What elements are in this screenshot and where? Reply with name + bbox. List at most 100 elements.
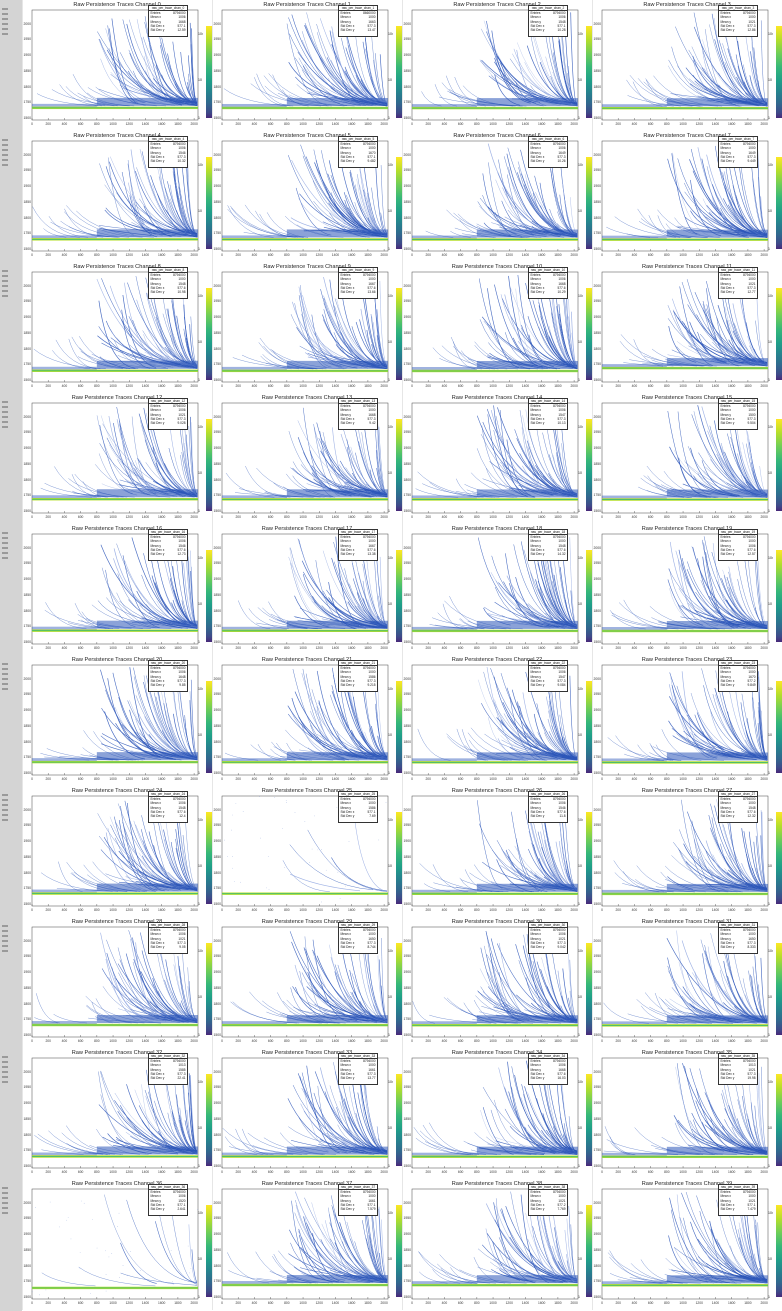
x-tick-label: 2000 — [570, 1039, 578, 1043]
y-tick-label: 1850 — [593, 330, 601, 335]
y-tick-label: 1950 — [213, 1216, 221, 1221]
x-tick-label: 1200 — [695, 515, 703, 519]
y-tick-label: 1850 — [23, 1116, 31, 1121]
strip-mark — [2, 1081, 8, 1083]
x-tick-label: 1000 — [489, 384, 497, 388]
y-tick-label: 1750 — [23, 1148, 31, 1153]
trace-group — [412, 12, 578, 110]
trace-dot — [119, 1277, 120, 1278]
stats-label: Std Dev x — [150, 1202, 165, 1207]
strip-mark — [2, 18, 8, 20]
stats-value: 8794000 — [553, 535, 566, 540]
stats-label: Entries — [720, 404, 731, 409]
colorbar-tick-label: 10 — [578, 78, 582, 82]
colorbar-tick-label: 10² — [768, 425, 774, 429]
stats-label: Entries — [340, 404, 351, 409]
y-tick-label: 2000 — [213, 414, 221, 419]
stats-label: Std Dev x — [340, 547, 355, 552]
colorbar — [396, 26, 402, 118]
x-tick-label: 600 — [77, 253, 84, 257]
x-tick-label: 1200 — [125, 1170, 133, 1174]
x-tick-label: 1000 — [489, 122, 497, 126]
stats-value: 1586 — [368, 805, 376, 810]
trace-group — [412, 799, 578, 896]
strip-mark — [2, 290, 8, 292]
stats-box: raw_per_trace_chan_7 Entries 8794000 Mean x… — [718, 136, 758, 168]
dense-region — [412, 626, 477, 630]
x-tick-label: 600 — [267, 908, 274, 912]
colorbar — [776, 943, 782, 1035]
stats-row: Std Dev x 577.3 — [719, 155, 757, 159]
stats-value: 1000 — [748, 801, 756, 806]
colorbar-tick-label: 1 — [388, 1033, 390, 1037]
y-tick-label: 1800 — [23, 346, 31, 351]
colorbar-tick-label: 10 — [768, 471, 772, 475]
x-tick-label: 600 — [647, 253, 654, 257]
baseline-core — [412, 499, 578, 500]
y-tick-label: 1500 — [593, 902, 601, 906]
stats-label: Mean y — [530, 281, 541, 286]
x-tick-label: 1600 — [538, 515, 546, 519]
y-tick-label: 1500 — [403, 902, 411, 906]
colorbar — [396, 1205, 402, 1297]
y-tick-label: 1900 — [593, 577, 601, 582]
x-tick-label: 800 — [474, 1170, 480, 1174]
channel-panel: Raw Persistence Traces Channel 19 raw_per… — [592, 524, 782, 655]
stats-row: Mean y 1585 — [149, 1068, 187, 1072]
x-tick-label: 600 — [267, 515, 274, 519]
x-tick-label: 400 — [441, 908, 448, 912]
stats-row: Mean y 1021 — [529, 937, 567, 941]
y-tick-label: 1800 — [403, 870, 411, 875]
x-tick-label: 1600 — [158, 1301, 166, 1305]
x-tick-label: 200 — [615, 1039, 621, 1043]
stats-row: Std Dev x 577.6 — [149, 286, 187, 290]
y-tick-label: 1500 — [593, 1164, 601, 1168]
y-tick-label: 1950 — [403, 168, 411, 173]
stats-row: Entries 8794000 — [719, 928, 757, 932]
baseline-core — [222, 1156, 388, 1157]
baseline-core — [602, 239, 768, 241]
trace-line — [40, 487, 92, 498]
stats-box: raw_per_trace_chan_35 Entries 8794000 Mean … — [718, 1053, 758, 1085]
dense-region — [476, 360, 578, 369]
baseline-core — [602, 893, 768, 895]
stats-value: 9.504 — [747, 420, 756, 425]
x-tick-label: 1800 — [554, 646, 562, 650]
trace-line — [225, 472, 275, 498]
x-tick-label: 600 — [647, 384, 654, 388]
stats-row: Std Dev x 577.3 — [719, 286, 757, 290]
strip-mark — [2, 23, 8, 25]
trace-dot — [304, 821, 306, 822]
stats-value: 7.69 — [369, 813, 376, 818]
x-tick-label: 1000 — [299, 1039, 307, 1043]
strip-mark — [2, 809, 8, 811]
strip-mark — [2, 925, 8, 927]
colorbar-tick-label: 1 — [768, 1164, 770, 1168]
panel-divider — [592, 917, 593, 1048]
x-tick-label: 1400 — [141, 384, 150, 388]
stats-box: raw_per_trace_chan_16 Entries 8794000 Mean … — [148, 529, 188, 561]
persistence-plot — [411, 926, 579, 1038]
stats-label: Mean y — [150, 936, 161, 941]
colorbar — [396, 943, 402, 1035]
stats-value: 1006 — [178, 539, 186, 544]
panel-title: Raw Persistence Traces Channel 31 — [641, 919, 733, 925]
trace-group — [412, 931, 578, 1027]
panel-title: Raw Persistence Traces Channel 1 — [263, 2, 351, 8]
x-tick-label: 1000 — [299, 1170, 307, 1174]
trace-line — [227, 1252, 270, 1284]
stats-row: Mean x 1013 — [149, 1063, 187, 1067]
stats-label: Std Dev y — [150, 158, 165, 163]
dense-region — [286, 752, 388, 761]
colorbar-tick-label: 10 — [768, 78, 772, 82]
x-tick-label: 1000 — [299, 646, 307, 650]
dense-region — [32, 235, 97, 239]
strip-mark — [2, 1056, 8, 1058]
stats-value: 1548 — [748, 805, 756, 810]
y-tick-label: 1950 — [23, 1085, 31, 1090]
y-tick-label: 1900 — [403, 970, 411, 975]
stats-value: 1006 — [178, 146, 186, 151]
trace-line — [32, 206, 80, 238]
persistence-plot — [31, 140, 199, 252]
baseline-core — [222, 1024, 388, 1026]
